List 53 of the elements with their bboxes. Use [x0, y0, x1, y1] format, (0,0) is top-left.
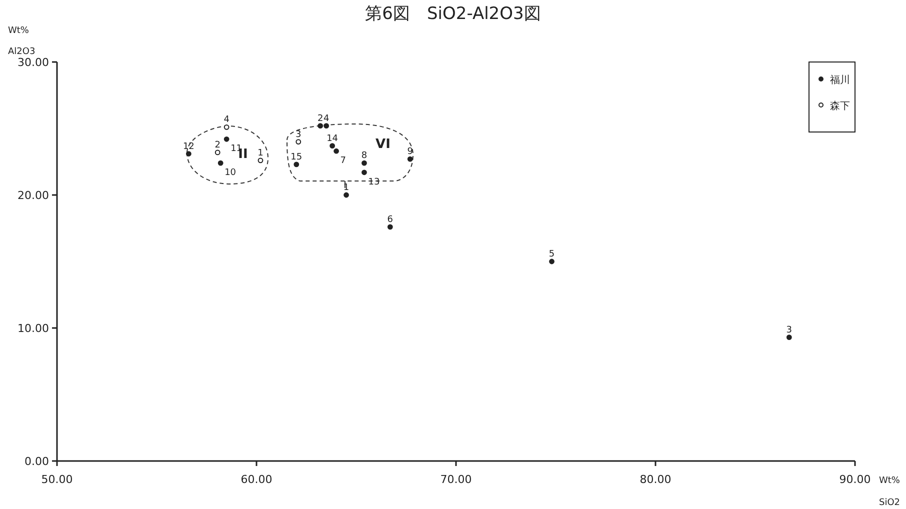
- point: [407, 156, 413, 162]
- annotation: 4: [323, 114, 330, 124]
- annotation: 14: [326, 134, 338, 144]
- point: [224, 124, 230, 130]
- annotation: 1: [343, 183, 350, 193]
- legend-label: 福川: [830, 74, 850, 86]
- legend-label: 森下: [830, 100, 850, 112]
- point: [334, 148, 339, 154]
- annotation: 2: [214, 140, 220, 150]
- annotation: 7: [340, 156, 346, 166]
- annotation: 10: [224, 168, 236, 178]
- point: [324, 123, 330, 129]
- x-tick-label: 70.00: [440, 473, 472, 486]
- annotation: VI: [376, 137, 390, 152]
- y-axis-title: Al2O3: [8, 47, 36, 57]
- point: [258, 158, 264, 164]
- annotation: 6: [387, 214, 394, 225]
- point: [362, 170, 367, 176]
- annotation: 9: [407, 147, 414, 158]
- annotation: 4: [224, 115, 230, 126]
- annotation: 2: [317, 114, 324, 124]
- x-tick-label: 90.00: [839, 473, 871, 486]
- annotation: 3: [296, 130, 302, 140]
- annotation: 1: [258, 148, 264, 158]
- x-tick-label: 60.00: [240, 473, 272, 486]
- point: [294, 162, 300, 168]
- text: Wt%: [8, 26, 30, 36]
- point: [218, 160, 224, 166]
- annotation: 15: [290, 152, 302, 162]
- point: [549, 258, 554, 264]
- point: [387, 224, 393, 230]
- x-tick-label: 80.00: [640, 473, 672, 486]
- point: [344, 192, 349, 198]
- point: [362, 160, 367, 166]
- y-tick-label: 30.00: [18, 56, 49, 69]
- point: [224, 136, 230, 142]
- title: 第6図 SiO2-Al2O3図: [365, 4, 541, 24]
- y-tick-label: 20.00: [18, 189, 49, 202]
- y-tick-label: 0.00: [24, 455, 49, 468]
- annotation: 12: [182, 142, 194, 152]
- point: [296, 139, 302, 144]
- point: [330, 143, 336, 148]
- point: [786, 334, 792, 340]
- x-axis-title: SiO2: [879, 498, 900, 508]
- point: [318, 123, 324, 129]
- x-tick-label: 50.00: [41, 473, 73, 486]
- text: Wt%: [879, 476, 900, 486]
- annotation: 5: [548, 250, 555, 260]
- annotation: 8: [361, 151, 368, 162]
- y-tick-label: 10.00: [18, 322, 49, 335]
- point: [214, 150, 220, 156]
- annotation: 3: [786, 325, 792, 336]
- point: [186, 151, 192, 156]
